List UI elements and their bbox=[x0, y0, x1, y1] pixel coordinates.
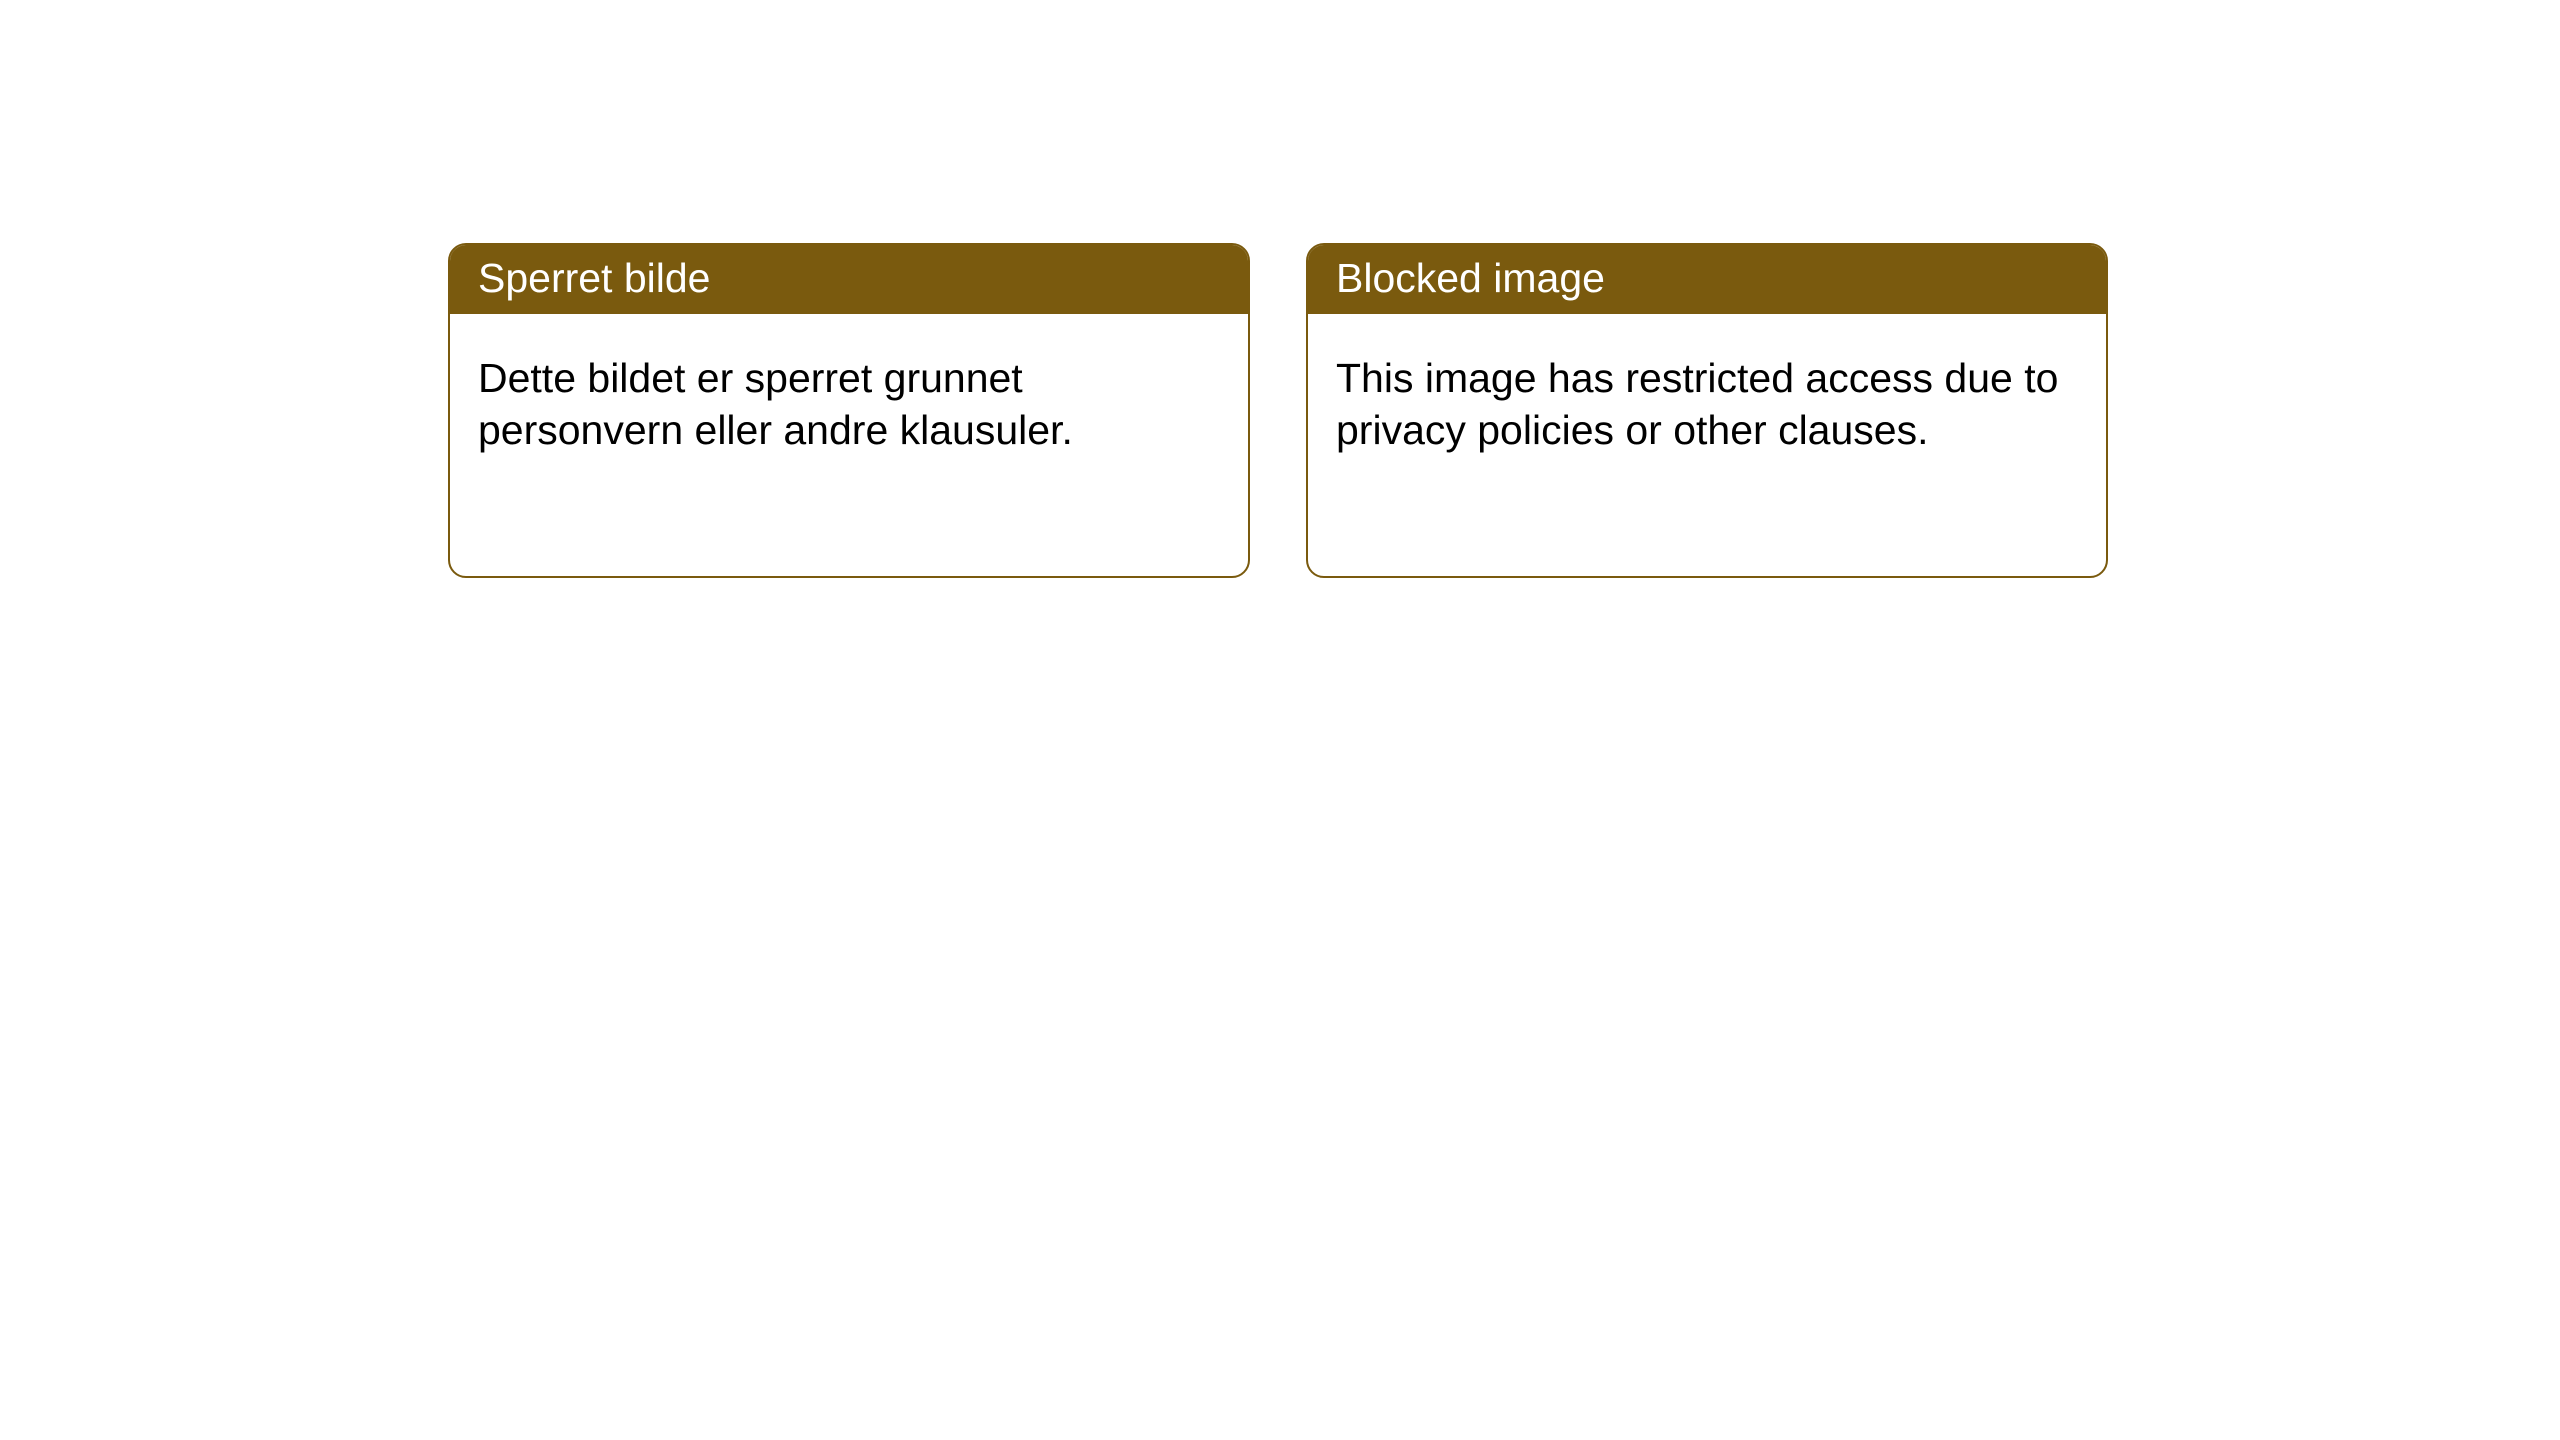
notice-title: Sperret bilde bbox=[450, 245, 1248, 314]
notice-body: This image has restricted access due to … bbox=[1308, 314, 2106, 495]
notice-body: Dette bildet er sperret grunnet personve… bbox=[450, 314, 1248, 495]
notice-card-norwegian: Sperret bilde Dette bildet er sperret gr… bbox=[448, 243, 1250, 578]
notice-card-english: Blocked image This image has restricted … bbox=[1306, 243, 2108, 578]
notice-container: Sperret bilde Dette bildet er sperret gr… bbox=[0, 0, 2560, 578]
notice-title: Blocked image bbox=[1308, 245, 2106, 314]
